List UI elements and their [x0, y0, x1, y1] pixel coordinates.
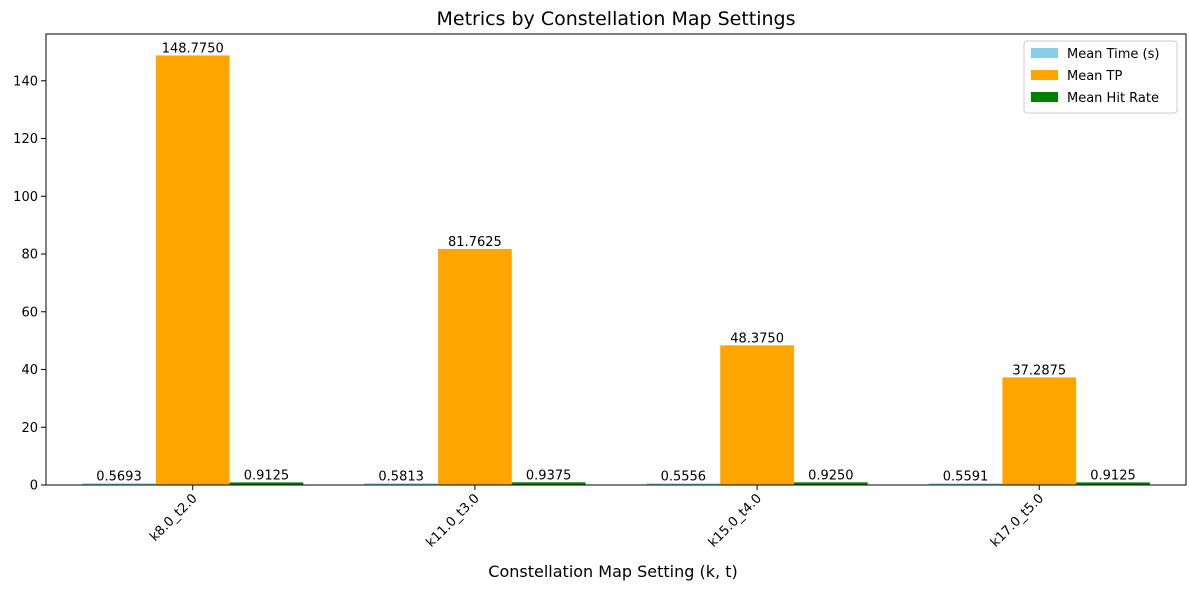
- bar-mean-hit-rate-2: [511, 482, 586, 485]
- data-label: 81.7625: [448, 235, 502, 250]
- bar-mean-time-s-4: [928, 483, 1003, 485]
- y-tick-label: 80: [21, 248, 38, 263]
- y-tick-label: 0: [30, 479, 38, 494]
- x-tick-label: k8.0_t2.0: [147, 491, 200, 544]
- x-axis-label: Constellation Map Setting (k, t): [488, 562, 737, 581]
- y-axis: 0 20 40 60 80 100 120 140: [13, 74, 46, 494]
- x-axis: k8.0_t2.0 k11.0_t3.0 k15.0_t4.0 k17.0_t5.0: [147, 485, 1047, 550]
- data-labels-group: 0.5693 148.7750 0.9125 0.5813 81.7625 0.9375 0…: [96, 41, 1136, 484]
- bar-mean-tp-3: [720, 345, 794, 485]
- legend-swatch: [1031, 70, 1058, 80]
- plot-frame: [45, 33, 1187, 486]
- data-label: 0.5591: [943, 469, 989, 484]
- y-tick-label: 60: [21, 305, 38, 320]
- bar-mean-tp-1: [155, 55, 230, 485]
- bar-mean-hit-rate-4: [1076, 482, 1150, 485]
- bar-mean-hit-rate-3: [793, 482, 868, 485]
- legend: Mean Time (s) Mean TP Mean Hit Rate: [1023, 40, 1178, 114]
- data-label: 0.9375: [526, 468, 572, 483]
- chart-title: Metrics by Constellation Map Settings: [436, 8, 795, 30]
- data-label: 48.3750: [730, 331, 784, 346]
- y-tick-label: 20: [21, 421, 38, 436]
- bar-mean-tp-4: [1002, 377, 1077, 485]
- y-tick-label: 120: [13, 132, 38, 147]
- y-tick-label: 140: [13, 74, 38, 89]
- y-tick-label: 100: [13, 190, 38, 205]
- x-tick-label: k17.0_t5.0: [988, 491, 1047, 550]
- bars-group: [82, 55, 1150, 485]
- data-label: 148.7750: [162, 41, 224, 56]
- bar-mean-time-s-1: [82, 483, 156, 485]
- x-tick-label: k15.0_t4.0: [706, 491, 765, 550]
- bar-mean-hit-rate-1: [229, 482, 304, 485]
- bar-mean-time-s-2: [364, 483, 439, 485]
- data-label: 0.5693: [96, 469, 142, 484]
- legend-entry: Mean TP: [1067, 69, 1122, 84]
- data-label: 37.2875: [1012, 363, 1066, 378]
- y-tick-label: 40: [21, 363, 38, 378]
- legend-entry: Mean Hit Rate: [1067, 91, 1159, 106]
- legend-swatch: [1031, 92, 1058, 102]
- data-label: 0.9125: [244, 468, 290, 483]
- data-label: 0.9250: [808, 468, 854, 483]
- legend-box: [1023, 40, 1178, 114]
- data-label: 0.5813: [378, 469, 424, 484]
- data-label: 0.9125: [1090, 468, 1136, 483]
- legend-swatch: [1031, 48, 1058, 58]
- bar-mean-tp-2: [438, 248, 512, 485]
- legend-entry: Mean Time (s): [1067, 47, 1159, 62]
- x-tick-label: k11.0_t3.0: [424, 491, 483, 550]
- bar-mean-time-s-3: [646, 483, 721, 485]
- data-label: 0.5556: [661, 469, 707, 484]
